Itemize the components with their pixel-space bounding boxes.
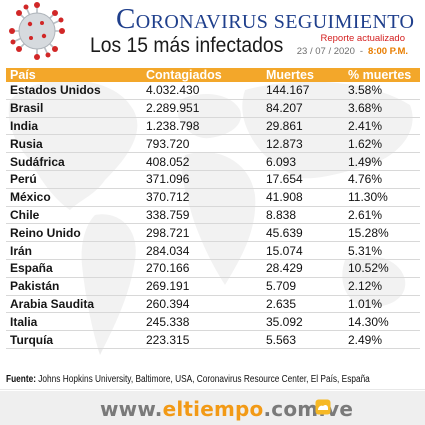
- cell-country: Estados Unidos: [6, 82, 146, 100]
- table-row: Arabia Saudita 260.394 2.635 1.01%: [6, 295, 420, 314]
- source-note: Fuente: Johns Hopkins University, Baltim…: [6, 374, 370, 385]
- report-date-separator: -: [359, 46, 364, 57]
- report-time-suffix: P.M.: [387, 46, 408, 57]
- footer: www.eltiempo.com.ve: [0, 391, 425, 425]
- cell-death-pct: 4.76%: [348, 170, 420, 189]
- cell-confirmed: 284.034: [146, 241, 266, 260]
- cell-confirmed: 4.032.430: [146, 82, 266, 100]
- cell-confirmed: 260.394: [146, 295, 266, 314]
- header-death-pct: % muertes: [348, 68, 420, 82]
- cell-deaths: 6.093: [266, 152, 348, 171]
- table-row: Turquía 223.315 5.563 2.49%: [6, 330, 420, 349]
- cell-country: Arabia Saudita: [6, 295, 146, 314]
- cell-confirmed: 298.721: [146, 223, 266, 243]
- table-row: Pakistán 269.191 5.709 2.12%: [6, 277, 420, 296]
- cell-country: Pakistán: [6, 277, 146, 296]
- cell-death-pct: 2.12%: [348, 277, 420, 296]
- header: CORONAVIRUS SEGUIMIENTO Los 15 más infec…: [0, 0, 425, 66]
- table-row: Perú 371.096 17.654 4.76%: [6, 170, 420, 189]
- cell-confirmed: 245.338: [146, 312, 266, 332]
- cell-confirmed: 408.052: [146, 152, 266, 171]
- cell-death-pct: 14.30%: [348, 312, 420, 332]
- cell-confirmed: 371.096: [146, 170, 266, 189]
- cell-deaths: 41.908: [266, 188, 348, 207]
- table-row: Brasil 2.289.951 84.207 3.68%: [6, 99, 420, 118]
- cell-country: Turquía: [6, 330, 146, 349]
- cell-country: Brasil: [6, 99, 146, 118]
- cell-confirmed: 223.315: [146, 330, 266, 349]
- cell-confirmed: 1.238.798: [146, 117, 266, 136]
- table-row: Rusia 793.720 12.873 1.62%: [6, 134, 420, 154]
- cell-deaths: 84.207: [266, 99, 348, 118]
- report-date: 23 / 07 / 2020-8:00 P.M.: [297, 46, 408, 57]
- cell-country: Sudáfrica: [6, 152, 146, 171]
- cell-country: Irán: [6, 241, 146, 260]
- table-row: Irán 284.034 15.074 5.31%: [6, 241, 420, 260]
- eltiempo-logo: [315, 399, 331, 415]
- report-time: 8:00: [368, 46, 388, 57]
- cell-deaths: 17.654: [266, 170, 348, 189]
- cell-death-pct: 2.61%: [348, 206, 420, 225]
- cell-deaths: 35.092: [266, 312, 348, 332]
- cell-death-pct: 11.30%: [348, 188, 420, 207]
- cell-country: Chile: [6, 206, 146, 225]
- cell-death-pct: 10.52%: [348, 259, 420, 278]
- cell-confirmed: 338.759: [146, 206, 266, 225]
- cell-deaths: 15.074: [266, 241, 348, 260]
- cell-confirmed: 370.712: [146, 188, 266, 207]
- cell-confirmed: 793.720: [146, 134, 266, 154]
- cell-country: India: [6, 117, 146, 136]
- cell-deaths: 29.861: [266, 117, 348, 136]
- cell-death-pct: 1.49%: [348, 152, 420, 171]
- cell-deaths: 28.429: [266, 259, 348, 278]
- header-deaths: Muertes: [266, 68, 348, 82]
- cell-death-pct: 1.01%: [348, 295, 420, 314]
- cell-deaths: 144.167: [266, 82, 348, 100]
- cell-confirmed: 2.289.951: [146, 99, 266, 118]
- cell-country: México: [6, 188, 146, 207]
- source-text: Johns Hopkins University, Baltimore, USA…: [35, 374, 370, 385]
- table-row: Reino Unido 298.721 45.639 15.28%: [6, 223, 420, 243]
- table-row: México 370.712 41.908 11.30%: [6, 188, 420, 207]
- cell-death-pct: 1.62%: [348, 134, 420, 154]
- table-row: España 270.166 28.429 10.52%: [6, 259, 420, 278]
- website-link[interactable]: www.eltiempo.com.ve: [100, 397, 354, 421]
- header-country: País: [6, 68, 146, 82]
- cell-country: Italia: [6, 312, 146, 332]
- report-date-value: 23 / 07 / 2020: [296, 46, 355, 57]
- cell-country: Perú: [6, 170, 146, 189]
- cell-deaths: 12.873: [266, 134, 348, 154]
- divider: [0, 389, 425, 390]
- table-row: India 1.238.798 29.861 2.41%: [6, 117, 420, 136]
- cell-deaths: 5.709: [266, 277, 348, 296]
- infections-table: País Contagiados Muertes % muertes Estad…: [6, 68, 420, 349]
- page-subtitle: Los 15 más infectados: [90, 34, 284, 57]
- cell-death-pct: 15.28%: [348, 223, 420, 243]
- cell-deaths: 5.563: [266, 330, 348, 349]
- cell-confirmed: 270.166: [146, 259, 266, 278]
- table-row: Sudáfrica 408.052 6.093 1.49%: [6, 152, 420, 171]
- header-confirmed: Contagiados: [146, 68, 266, 82]
- cell-death-pct: 3.68%: [348, 99, 420, 118]
- page-title: CORONAVIRUS SEGUIMIENTO: [116, 3, 415, 35]
- cell-country: España: [6, 259, 146, 278]
- cell-death-pct: 2.41%: [348, 117, 420, 136]
- cell-country: Rusia: [6, 134, 146, 154]
- table-row: Chile 338.759 8.838 2.61%: [6, 206, 420, 225]
- report-label: Reporte actualizado: [320, 33, 406, 44]
- cell-deaths: 8.838: [266, 206, 348, 225]
- table-row: Estados Unidos 4.032.430 144.167 3.58%: [6, 82, 420, 100]
- table-header-row: País Contagiados Muertes % muertes: [6, 68, 420, 82]
- cell-deaths: 45.639: [266, 223, 348, 243]
- cell-death-pct: 3.58%: [348, 82, 420, 100]
- cell-death-pct: 5.31%: [348, 241, 420, 260]
- cell-confirmed: 269.191: [146, 277, 266, 296]
- source-label: Fuente:: [6, 374, 36, 385]
- infections-table-container: País Contagiados Muertes % muertes Estad…: [6, 68, 420, 349]
- table-row: Italia 245.338 35.092 14.30%: [6, 312, 420, 332]
- cell-deaths: 2.635: [266, 295, 348, 314]
- cell-country: Reino Unido: [6, 223, 146, 243]
- coronavirus-icon: [9, 2, 65, 60]
- cell-death-pct: 2.49%: [348, 330, 420, 349]
